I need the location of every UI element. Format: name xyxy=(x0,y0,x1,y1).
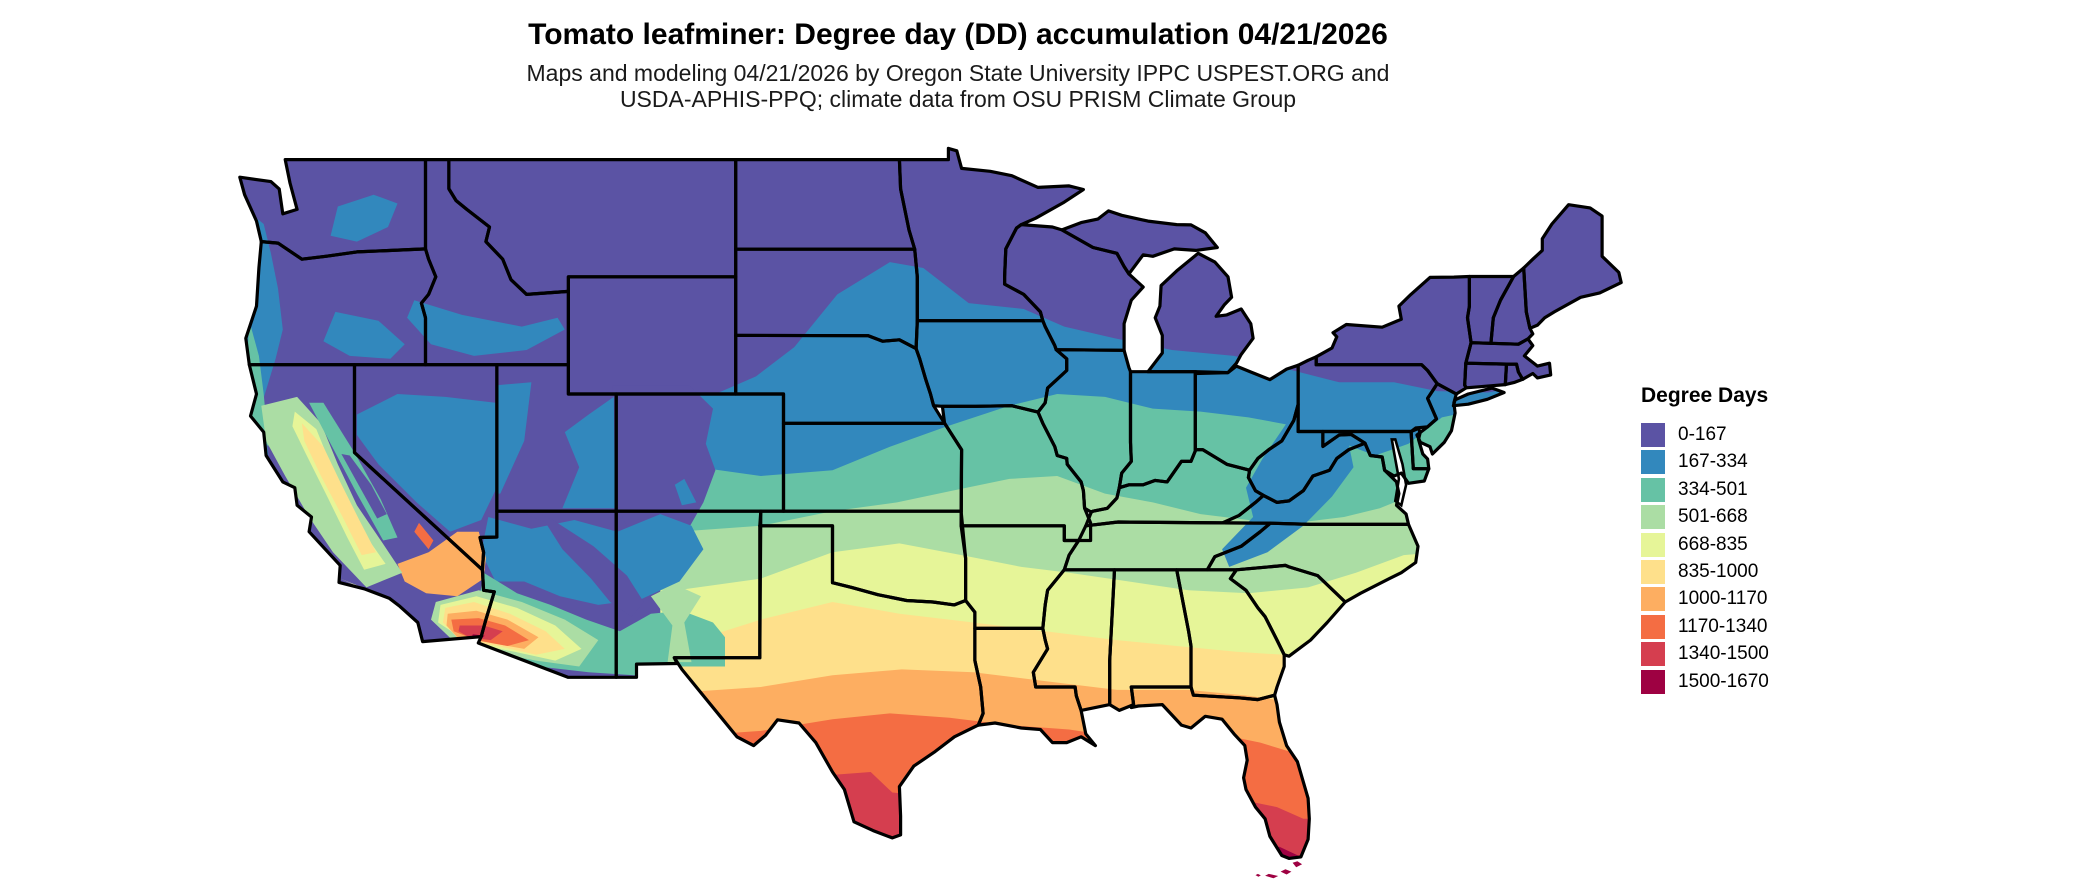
legend-label: 1340-1500 xyxy=(1678,643,1769,665)
legend: Degree Days 0-167 167-334 334-501 501-668 66… xyxy=(1641,384,1881,697)
legend-label: 835-1000 xyxy=(1678,560,1759,582)
degree-day-band-5 xyxy=(660,602,1622,859)
legend-swatch xyxy=(1641,505,1665,530)
legend-label: 0-167 xyxy=(1678,424,1727,445)
legend-swatch xyxy=(1641,477,1665,502)
legend-swatch xyxy=(1641,614,1665,639)
legend-swatch xyxy=(1641,559,1665,584)
florida-keys-layer xyxy=(1255,861,1303,879)
legend-swatch xyxy=(1641,450,1665,475)
legend-swatch xyxy=(1641,423,1665,447)
legend-label: 1170-1340 xyxy=(1678,615,1768,637)
degree-day-band-8 xyxy=(660,772,1622,859)
legend-swatch xyxy=(1641,669,1665,694)
state-borders-layer xyxy=(238,146,1623,860)
state-me xyxy=(1522,203,1623,330)
page-subtitle: Maps and modeling 04/21/2026 by Oregon S… xyxy=(0,60,1916,112)
legend-label: 334-501 xyxy=(1678,478,1748,500)
legend-item: 835-1000 xyxy=(1641,559,1881,584)
legend-item: 501-668 xyxy=(1641,505,1881,530)
florida-keys-island xyxy=(1292,861,1303,868)
legend-item: 1000-1170 xyxy=(1641,587,1881,612)
legend-title: Degree Days xyxy=(1641,384,1769,407)
state-mi xyxy=(1146,251,1255,375)
degree-day-band-6 xyxy=(660,669,1622,859)
state-tx xyxy=(672,524,985,840)
legend-item: 1170-1340 xyxy=(1641,614,1881,639)
florida-keys-island xyxy=(1265,873,1279,879)
state-fl xyxy=(1129,685,1311,860)
degree-day-band-9 xyxy=(660,832,1622,859)
page-title: Tomato leafminer: Degree day (DD) accumu… xyxy=(528,18,1388,51)
legend-label: 501-668 xyxy=(1678,506,1748,528)
legend-item: 334-501 xyxy=(1641,477,1881,502)
legend-item: 0-167 xyxy=(1641,423,1881,447)
state-li xyxy=(1451,386,1506,408)
subtitle-line-2: USDA-APHIS-PPQ; climate data from OSU PR… xyxy=(619,86,1297,112)
legend-items: 0-167 167-334 334-501 501-668 668-835 835-100… xyxy=(1641,423,1881,694)
legend-label: 1500-1670 xyxy=(1678,670,1769,692)
legend-item: 1500-1670 xyxy=(1641,669,1881,694)
legend-item: 167-334 xyxy=(1641,450,1881,475)
legend-item: 668-835 xyxy=(1641,532,1881,557)
legend-item: 1340-1500 xyxy=(1641,642,1881,667)
legend-swatch xyxy=(1641,587,1665,612)
subtitle-line-1: Maps and modeling 04/21/2026 by Oregon S… xyxy=(526,60,1390,86)
state-nc xyxy=(1205,521,1420,604)
legend-swatch xyxy=(1641,532,1665,557)
florida-keys-island xyxy=(1280,869,1292,875)
florida-keys-island xyxy=(1255,873,1261,877)
state-miu xyxy=(1060,209,1219,276)
legend-label: 167-334 xyxy=(1678,451,1748,473)
legend-swatch xyxy=(1641,642,1665,667)
legend-label: 668-835 xyxy=(1678,533,1748,555)
state-md xyxy=(1321,429,1431,485)
legend-label: 1000-1170 xyxy=(1678,588,1768,610)
state-az xyxy=(476,509,618,679)
